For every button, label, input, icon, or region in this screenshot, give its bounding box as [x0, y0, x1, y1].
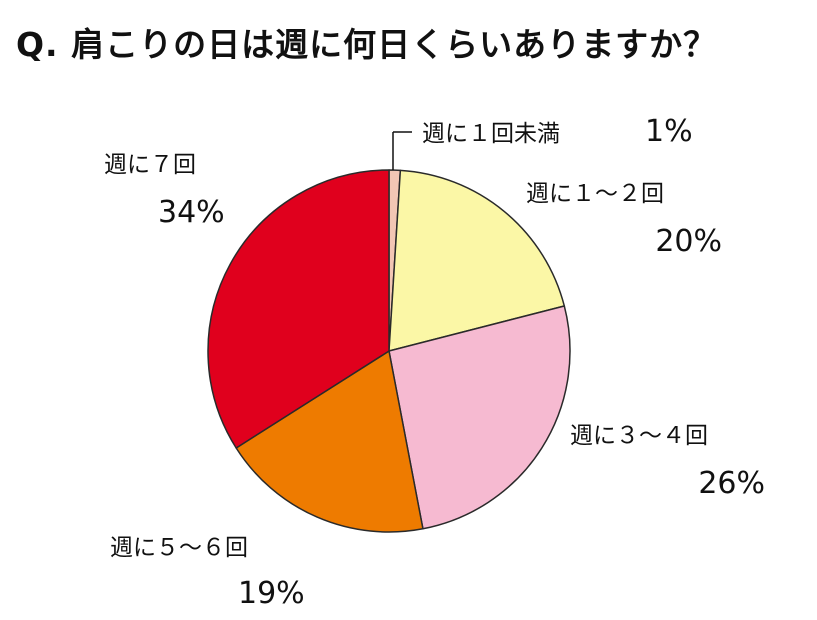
chart-title: Q. 肩こりの日は週に何日くらいありますか？: [16, 25, 718, 64]
label-under-1: 週に１回未満: [422, 121, 560, 147]
label-5-6: 週に５～６回: [110, 535, 248, 561]
slice-3-4: [388, 305, 571, 530]
label-1-2: 週に１～２回: [526, 181, 664, 207]
pie-slices: [207, 169, 571, 533]
value-3-4: 26%: [698, 466, 765, 501]
label-7: 週に７回: [104, 152, 196, 178]
slice-1-2: [388, 169, 566, 352]
slice-5-6: [235, 350, 424, 533]
slice-7: [207, 169, 390, 449]
value-1-2: 20%: [655, 224, 722, 259]
value-7: 34%: [158, 195, 225, 230]
value-under-1: 1%: [645, 114, 693, 149]
label-3-4: 週に３～４回: [570, 423, 708, 449]
value-5-6: 19%: [238, 576, 305, 611]
